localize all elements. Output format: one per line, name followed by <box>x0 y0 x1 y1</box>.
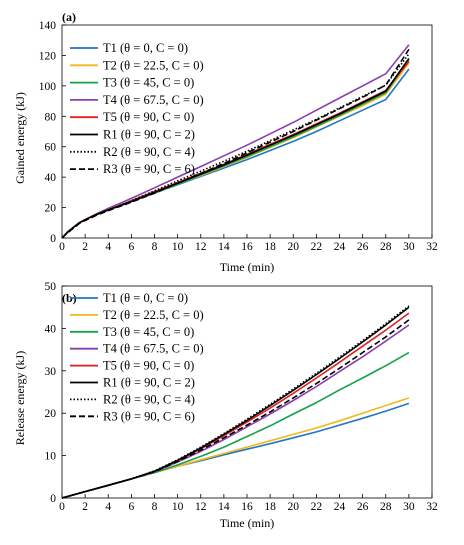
legend-entry: T2 (θ = 22.5, C = 0) <box>103 58 204 72</box>
x-tick-label: 20 <box>288 501 300 513</box>
legend-entry: R2 (θ = 90, C = 4) <box>103 392 195 406</box>
x-tick-label: 22 <box>311 241 323 253</box>
x-tick-label: 0 <box>59 501 65 513</box>
x-tick-label: 28 <box>380 241 392 253</box>
legend-entry: T4 (θ = 67.5, C = 0) <box>103 342 204 356</box>
panel-label: (b) <box>62 291 77 305</box>
x-tick-label: 30 <box>403 501 415 513</box>
y-tick-label: 60 <box>45 142 57 154</box>
x-tick-label: 30 <box>403 241 415 253</box>
x-tick-label: 20 <box>288 241 300 253</box>
y-tick-label: 0 <box>50 233 56 245</box>
legend-entry: T5 (θ = 90, C = 0) <box>103 110 194 124</box>
x-tick-label: 6 <box>129 501 135 513</box>
y-tick-label: 30 <box>45 366 57 378</box>
x-tick-label: 10 <box>172 241 184 253</box>
x-tick-label: 28 <box>380 501 392 513</box>
x-tick-label: 12 <box>195 501 207 513</box>
legend-entry: T5 (θ = 90, C = 0) <box>103 359 194 373</box>
x-tick-label: 4 <box>105 501 111 513</box>
legend-entry: T1 (θ = 0, C = 0) <box>103 41 188 55</box>
legend-entry: R1 (θ = 90, C = 2) <box>103 376 195 390</box>
y-axis-label: Gained energy (kJ) <box>13 92 27 184</box>
x-tick-label: 32 <box>426 501 438 513</box>
x-axis-label: Time (min) <box>220 260 275 274</box>
y-tick-label: 0 <box>50 493 56 505</box>
series-line-r1 <box>61 58 410 239</box>
x-tick-label: 6 <box>129 241 135 253</box>
y-tick-label: 50 <box>45 281 57 293</box>
series-line-r3 <box>61 48 410 239</box>
y-tick-label: 80 <box>45 111 57 123</box>
legend-entry: R3 (θ = 90, C = 6) <box>103 409 195 423</box>
x-tick-label: 8 <box>152 241 158 253</box>
legend-entry: T4 (θ = 67.5, C = 0) <box>103 93 204 107</box>
x-tick-label: 10 <box>172 501 184 513</box>
y-tick-label: 40 <box>45 172 57 184</box>
y-tick-label: 40 <box>45 323 57 335</box>
y-tick-label: 140 <box>39 20 57 32</box>
legend-entry: R3 (θ = 90, C = 6) <box>103 162 195 176</box>
x-tick-label: 18 <box>264 501 276 513</box>
x-tick-label: 18 <box>264 241 276 253</box>
x-tick-label: 14 <box>218 241 230 253</box>
y-tick-label: 20 <box>45 408 57 420</box>
y-tick-label: 20 <box>45 203 57 215</box>
x-tick-label: 16 <box>241 501 253 513</box>
x-tick-label: 8 <box>152 501 158 513</box>
x-axis-label: Time (min) <box>220 516 275 530</box>
legend-entry: T3 (θ = 45, C = 0) <box>103 325 194 339</box>
x-tick-label: 16 <box>241 241 253 253</box>
y-axis-label: Release energy (kJ) <box>13 351 27 445</box>
x-tick-label: 24 <box>334 241 346 253</box>
legend-entry: R2 (θ = 90, C = 4) <box>103 145 195 159</box>
x-tick-label: 22 <box>311 501 323 513</box>
legend-entry: T1 (θ = 0, C = 0) <box>103 291 188 305</box>
legend-entry: R1 (θ = 90, C = 2) <box>103 128 195 142</box>
legend-entry: T3 (θ = 45, C = 0) <box>103 76 194 90</box>
panel-label: (a) <box>62 10 76 24</box>
y-tick-label: 120 <box>39 50 57 62</box>
x-tick-label: 14 <box>218 501 230 513</box>
x-tick-label: 2 <box>82 501 88 513</box>
x-tick-label: 2 <box>82 241 88 253</box>
x-tick-label: 26 <box>357 241 369 253</box>
legend-entry: T2 (θ = 22.5, C = 0) <box>103 308 204 322</box>
series-line-r3 <box>61 319 410 499</box>
x-tick-label: 4 <box>105 241 111 253</box>
x-tick-label: 12 <box>195 241 207 253</box>
x-tick-label: 32 <box>426 241 438 253</box>
x-tick-label: 0 <box>59 241 65 253</box>
y-tick-label: 10 <box>45 451 57 463</box>
x-tick-label: 26 <box>357 501 369 513</box>
x-tick-label: 24 <box>334 501 346 513</box>
y-tick-label: 100 <box>39 81 57 93</box>
